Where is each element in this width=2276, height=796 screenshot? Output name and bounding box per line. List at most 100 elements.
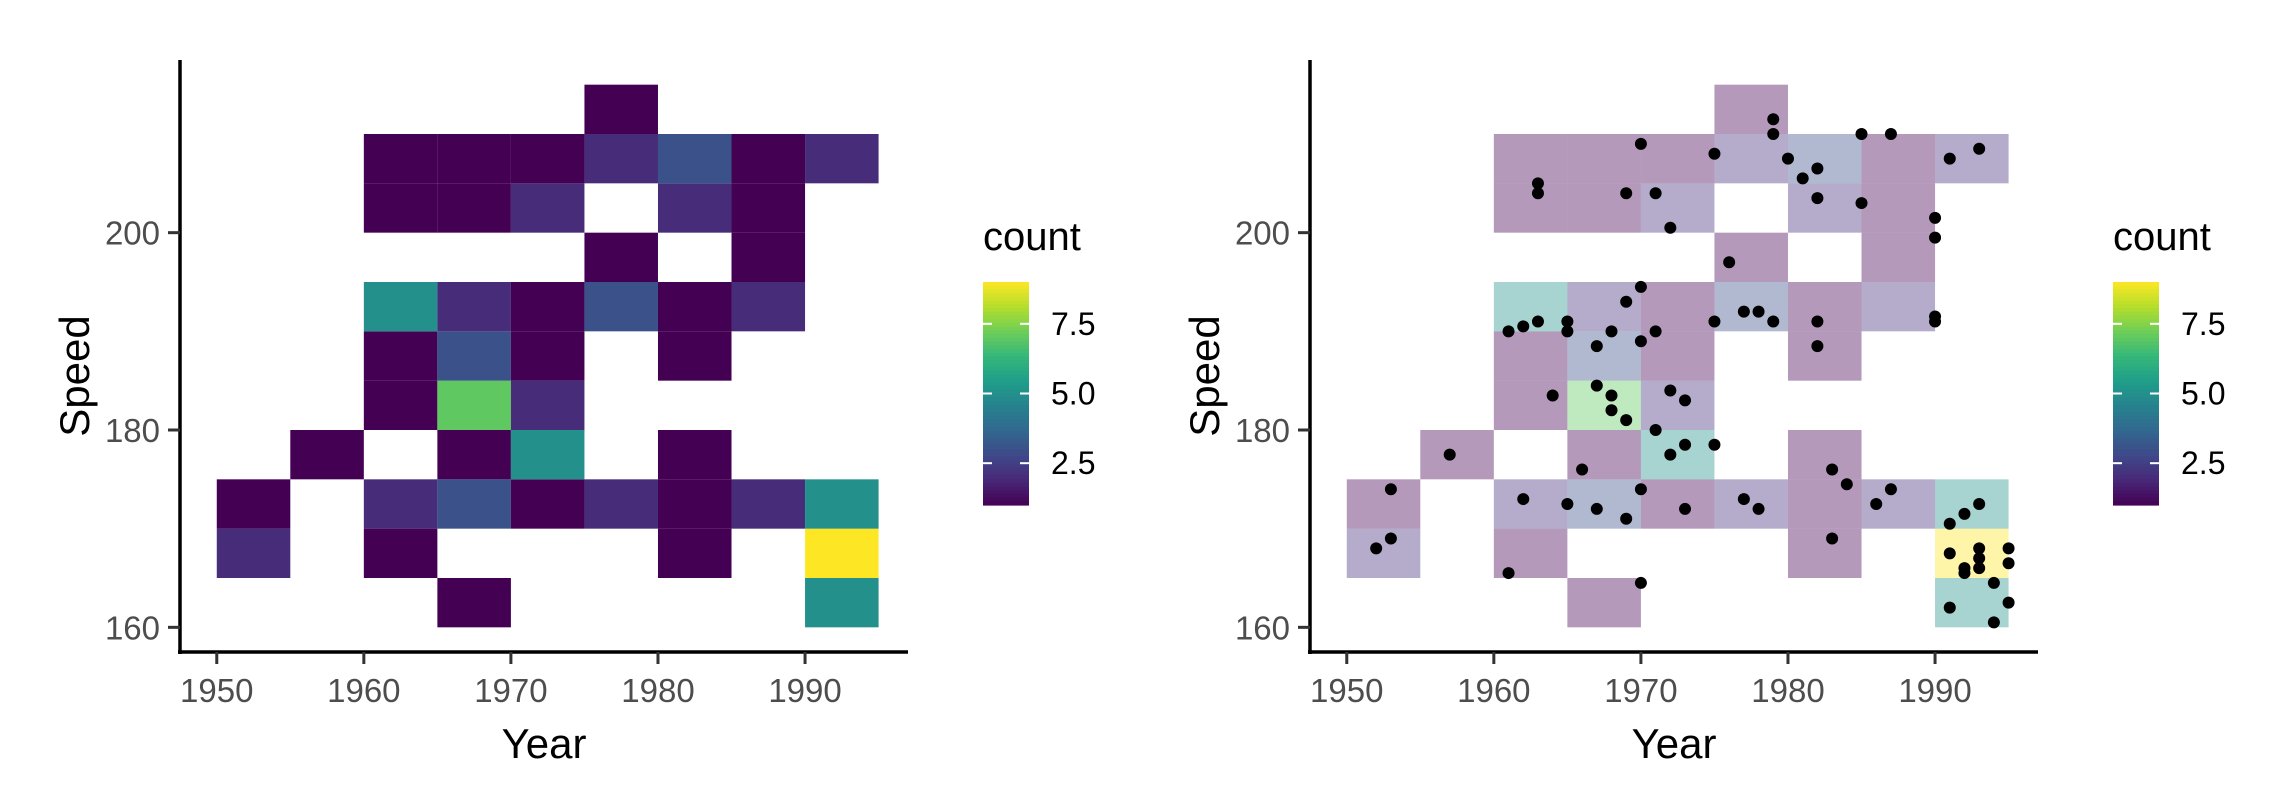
heatmap-tile [657,430,732,480]
heatmap-tile [1640,430,1715,480]
scatter-point [1679,502,1692,515]
heatmap-tile [510,282,585,332]
scatter-point [1590,340,1603,353]
x-tick-label: 1970 [474,672,547,709]
legend-color-step [2113,456,2159,461]
x-axis-title: Year [502,720,587,767]
scatter-point [1679,394,1692,407]
legend-color-step [983,330,1029,335]
x-tick-label: 1950 [1310,672,1383,709]
legend-color-step [2113,360,2159,365]
scatter-point [1634,280,1647,293]
y-tick-label: 160 [105,609,160,646]
scatter-point [1605,404,1618,417]
legend-color-step [983,497,1029,502]
legend-color-step [983,337,1029,343]
heatmap-tile [1346,528,1421,578]
legend-color-step [983,363,1029,369]
x-tick-label: 1990 [1898,672,1971,709]
heatmap-tile [437,331,511,381]
legend-color-step [2113,434,2159,439]
scatter-point [2002,542,2015,555]
legend-color-step [983,467,1029,473]
heatmap-tile [363,282,438,332]
scatter-point [1634,576,1647,589]
scatter-point [1649,424,1662,436]
heatmap-tile [1714,134,1788,184]
legend-color-step [2113,452,2159,458]
legend-color-step [2113,412,2159,417]
heatmap-tile [510,380,585,430]
scatter-point [1590,379,1603,392]
scatter-point [1943,601,1956,614]
legend-color-step [2113,322,2159,328]
heatmap-tile [657,134,732,184]
heatmap-tile [1861,282,1936,332]
scatter-point [1752,305,1765,318]
heatmap-tile [1861,134,1936,184]
legend-color-step [2113,367,2159,372]
scatter-point [1605,325,1618,338]
scatter-point [1811,192,1824,205]
legend-title: count [2113,215,2211,259]
scatter-point [1370,542,1383,555]
scatter-point [1973,142,1986,155]
legend-color-step [983,386,1029,391]
heatmap-tile [805,134,879,184]
heatmap-tile [1346,479,1421,529]
heatmap-tile [657,331,732,381]
heatmap-tile [731,282,806,332]
scatter-point [1855,197,1868,210]
heatmap-tile [363,479,438,529]
legend-color-step [983,311,1029,317]
legend-color-step [983,382,1029,387]
heatmap-tile [510,134,585,184]
heatmap-tile [216,479,291,529]
legend-color-step [2113,352,2159,357]
legend-color-step [983,348,1029,354]
left-panel: 1950 1960 1970 1980 1990 160 180 200 Year Spee… [51,60,1095,767]
legend-color-step [2113,445,2159,450]
heatmap-tile [731,479,806,529]
legend-color-step [2113,501,2159,506]
scatter-point [1973,552,1986,565]
heatmap-tile [363,183,438,233]
legend-color-step [2113,408,2159,413]
scatter-point [1884,128,1897,140]
heatmap-tile [805,578,879,628]
heatmap-tile [1567,282,1641,332]
legend-color-step [2113,493,2159,499]
legend-color-step [983,360,1029,365]
legend-color-step [2113,371,2159,376]
scatter-point [1502,567,1515,580]
legend-label: 5.0 [1051,376,1095,412]
scatter-point [1649,325,1662,338]
heatmap-tile [510,331,585,381]
scatter-point [1737,493,1750,506]
legend-color-step [983,449,1029,454]
y-tick-label: 180 [1235,412,1290,449]
legend-color-step [2113,293,2159,298]
legend-color-step [983,408,1029,413]
legend-color-step [983,296,1029,302]
legend-color-step [983,438,1029,443]
scatter-point [1781,152,1794,165]
legend-color-step [2113,449,2159,454]
scatter-point [1826,463,1839,476]
legend-color-step [2113,308,2159,313]
heatmap-tile [584,479,658,529]
scatter-point [1767,113,1780,126]
heatmap-tile [437,134,511,184]
scatter-point [1723,256,1736,269]
legend-color-step [983,315,1029,320]
heatmap-tile [1567,578,1641,628]
legend-color-step [983,282,1029,287]
legend-color-step [2113,389,2159,395]
heatmap-tile [510,183,585,233]
heatmap-tile [437,183,511,233]
legend-color-step [983,501,1029,506]
legend-color-step [2113,423,2159,428]
legend-ticks: 2.5 5.0 7.5 [2113,306,2225,481]
legend-color-step [2113,497,2159,502]
heatmap-tile [805,528,879,578]
